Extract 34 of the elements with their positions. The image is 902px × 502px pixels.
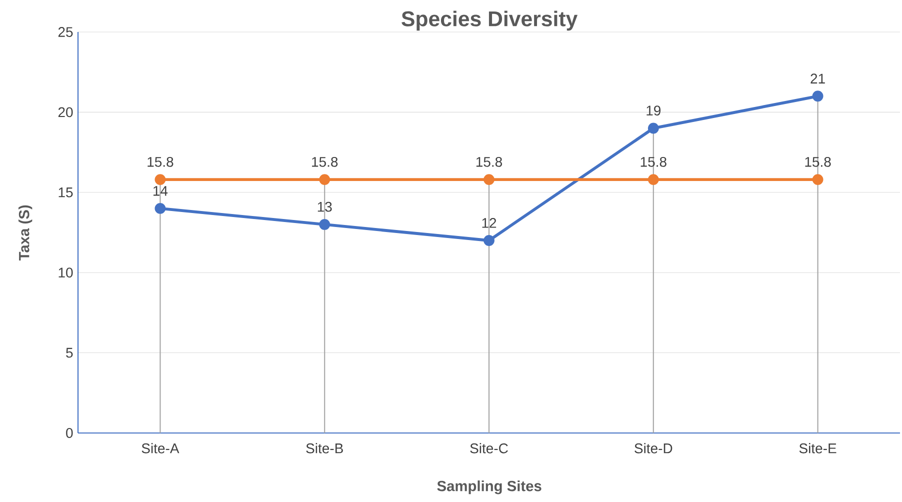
data-label: 21 [810, 74, 825, 84]
y-tick-label: 25 [58, 27, 73, 37]
y-tick-label: 20 [58, 107, 73, 118]
x-tick-label: Site-D [634, 443, 672, 454]
x-tick-label: Site-A [142, 443, 180, 454]
chart-title: Species Diversity [402, 10, 578, 31]
point [484, 235, 494, 246]
y-tick-label: 5 [66, 348, 73, 358]
x-tick-label: Site-C [470, 443, 508, 454]
data-label: 15.8 [312, 156, 338, 167]
data-label: 15.8 [476, 156, 502, 167]
y-tick-label: 0 [66, 428, 73, 438]
point [154, 174, 166, 186]
data-label: 15.8 [805, 156, 831, 167]
y-tick-label: 15 [58, 188, 73, 198]
point [648, 122, 659, 134]
point [154, 202, 166, 214]
point [812, 90, 824, 102]
data-label: 13 [318, 202, 332, 212]
data-label: 19 [646, 106, 661, 116]
data-label: 15.8 [640, 156, 666, 167]
y-axis-title: Taxa (S) [18, 205, 32, 260]
point [319, 219, 330, 230]
data-label: 15.8 [148, 156, 174, 167]
data-label: 14 [153, 186, 168, 196]
y-tick-label: 10 [58, 268, 73, 278]
point [319, 174, 330, 186]
x-axis-title: Sampling Sites [437, 480, 542, 494]
data-label: 12 [482, 218, 496, 228]
x-tick-label: Site-B [306, 443, 343, 454]
point [812, 174, 824, 186]
x-tick-label: Site-E [799, 443, 836, 454]
point [484, 174, 494, 186]
point [648, 174, 659, 186]
